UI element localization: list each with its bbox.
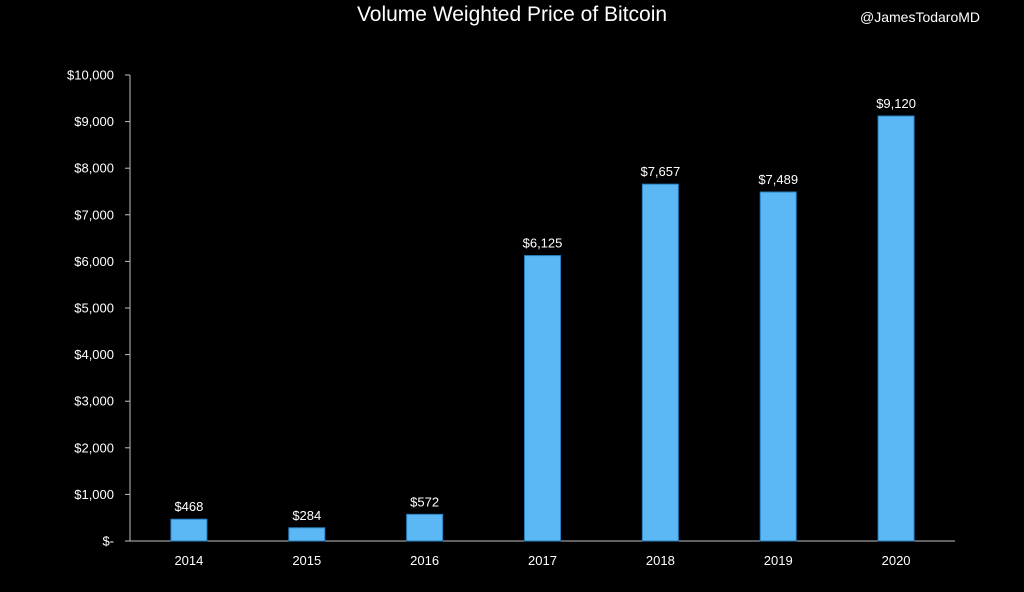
bar xyxy=(288,527,326,542)
y-tick-label: $6,000 xyxy=(74,254,114,269)
y-tick-label: $1,000 xyxy=(74,487,114,502)
data-label: $9,120 xyxy=(876,96,916,111)
bar-series xyxy=(170,115,915,542)
x-tick-label: 2015 xyxy=(292,553,321,568)
data-label: $6,125 xyxy=(523,236,563,251)
y-tick-label: $7,000 xyxy=(74,207,114,222)
y-tick-label: $4,000 xyxy=(74,347,114,362)
y-axis-ticks: $- $1,000 $2,000 $3,000 $4,000 $5,000 $6,000 $7… xyxy=(67,68,130,549)
data-labels: $468 $284 $572 $6,125 $7,657 $7,489 $9,120 xyxy=(174,96,915,523)
x-tick-label: 2014 xyxy=(174,553,203,568)
data-label: $284 xyxy=(292,508,321,523)
y-tick-label: $8,000 xyxy=(74,161,114,176)
data-label: $7,489 xyxy=(758,172,798,187)
y-tick-label: $2,000 xyxy=(74,440,114,455)
data-label: $572 xyxy=(410,494,439,509)
y-tick-label: $3,000 xyxy=(74,394,114,409)
x-tick-label: 2019 xyxy=(764,553,793,568)
y-tick-label: $5,000 xyxy=(74,301,114,316)
data-label: $468 xyxy=(174,499,203,514)
bar xyxy=(406,513,444,542)
author-handle: @JamesTodaroMD xyxy=(860,9,981,25)
y-tick-label: $- xyxy=(102,534,114,549)
x-tick-label: 2020 xyxy=(882,553,911,568)
bar xyxy=(759,191,797,542)
x-tick-label: 2017 xyxy=(528,553,557,568)
chart-title: Volume Weighted Price of Bitcoin xyxy=(356,3,668,26)
bar xyxy=(641,183,679,542)
y-tick-label: $9,000 xyxy=(74,114,114,129)
bar xyxy=(524,255,561,542)
data-label: $7,657 xyxy=(640,164,680,179)
x-axis-ticks: 2014 2015 2016 2017 2018 2019 2020 xyxy=(174,553,910,568)
y-tick-label: $10,000 xyxy=(67,68,114,83)
bar xyxy=(877,115,915,542)
x-tick-label: 2016 xyxy=(410,553,439,568)
bar xyxy=(170,518,208,542)
x-tick-label: 2018 xyxy=(646,553,675,568)
